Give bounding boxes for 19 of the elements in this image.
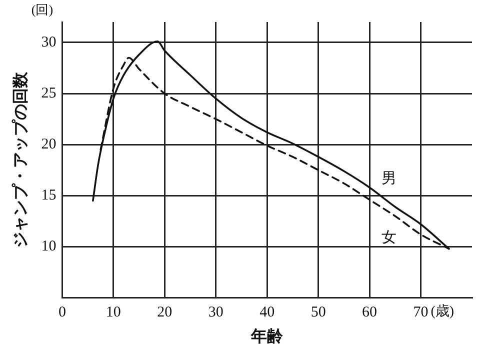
- y-tick-label: 30: [41, 34, 56, 50]
- series-label: 男: [382, 170, 397, 187]
- text: (歳): [430, 303, 454, 320]
- series-label: 女: [382, 229, 397, 246]
- y-axis-title: ジャンプ・アップの回数: [12, 70, 30, 248]
- y-tick-label: 10: [41, 238, 56, 255]
- x-tick-label: 40: [260, 304, 275, 321]
- y-tick-label: 20: [41, 136, 56, 153]
- y-tick-label: 25: [41, 85, 56, 102]
- text: (回): [31, 2, 54, 17]
- x-tick-label: 60: [362, 304, 378, 321]
- x-tick-label: 50: [310, 304, 326, 321]
- x-tick-label: 0: [58, 304, 66, 321]
- x-tick-label: 20: [157, 304, 172, 321]
- x-tick-label: 10: [106, 304, 121, 321]
- x-axis-title: 年齢: [250, 328, 284, 346]
- x-tick-label: 30: [208, 304, 224, 321]
- y-tick-label: 15: [41, 188, 56, 204]
- x-tick-label: 70: [413, 304, 428, 321]
